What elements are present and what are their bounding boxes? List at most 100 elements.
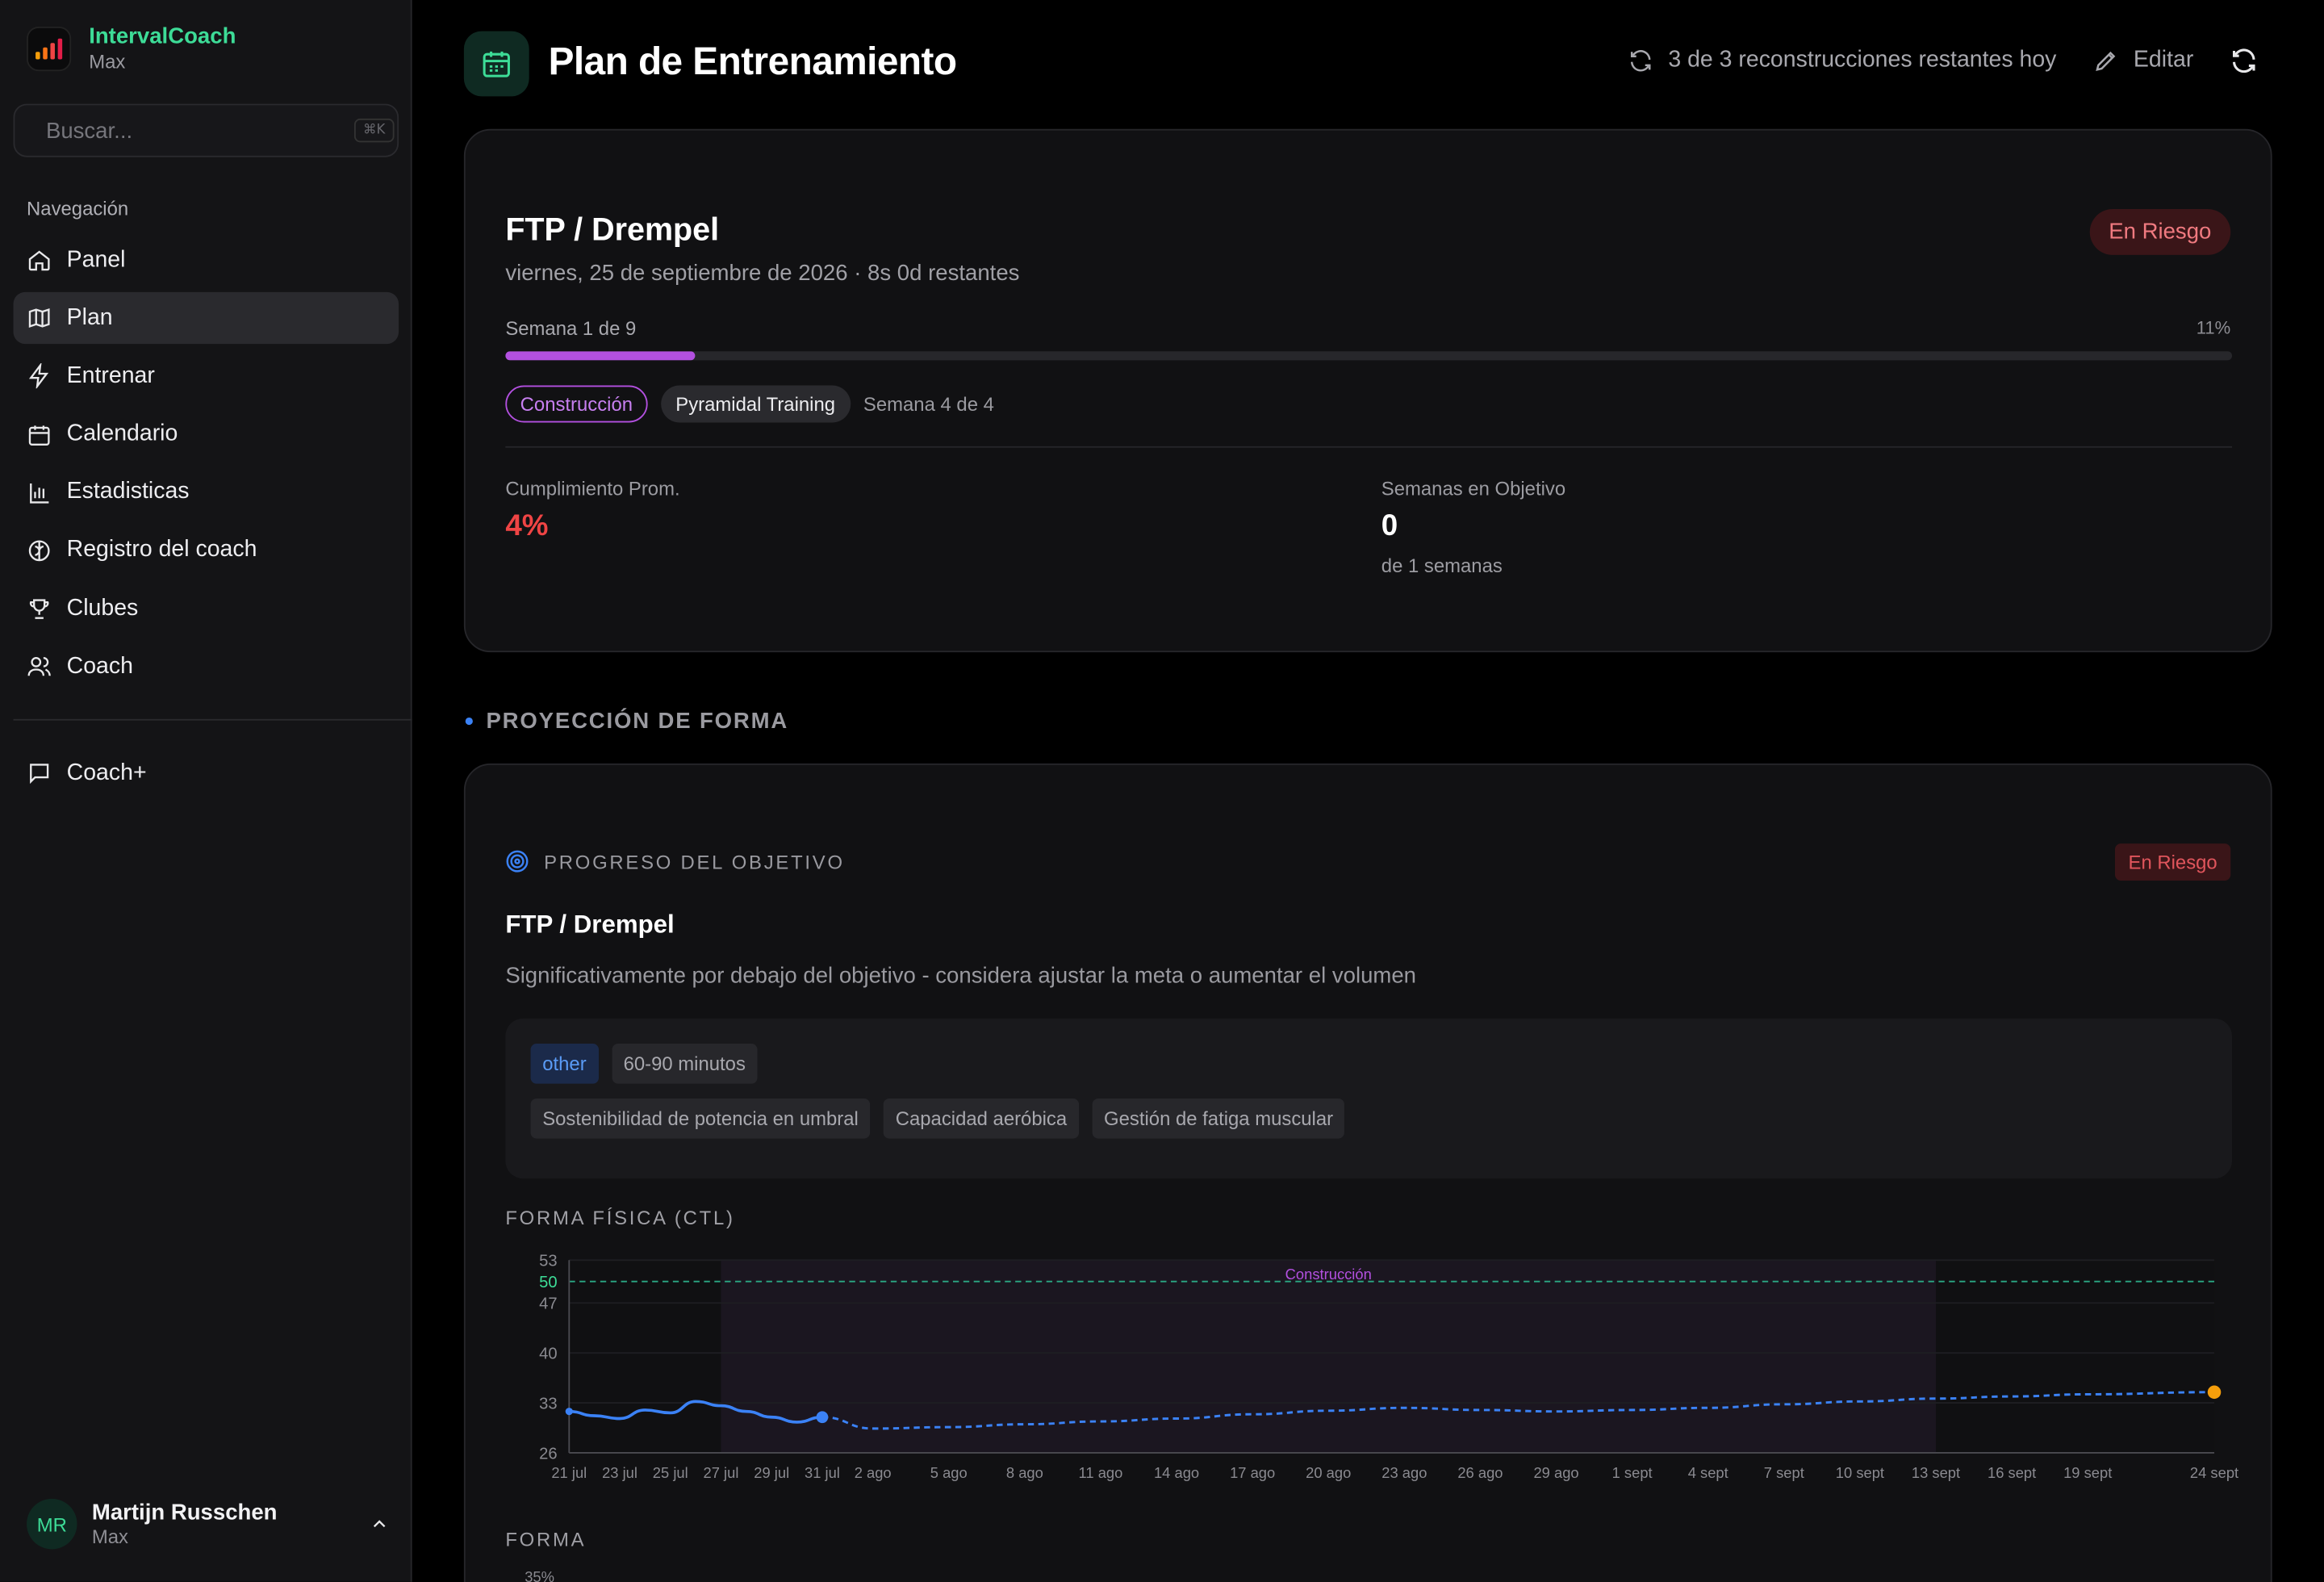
- sidebar-item-calendario[interactable]: Calendario: [14, 408, 399, 460]
- brand[interactable]: IntervalCoach Max: [27, 23, 236, 73]
- sidebar-item-registro[interactable]: Registro del coach: [14, 525, 399, 576]
- x-tick-label: 31 jul: [805, 1464, 840, 1481]
- y-tick-label: 26: [539, 1445, 557, 1463]
- x-tick-label: 4 sept: [1688, 1464, 1728, 1481]
- main-content: Plan de Entrenamiento 3 de 3 reconstrucc…: [413, 0, 2324, 1582]
- x-tick-label: 14 ago: [1154, 1464, 1199, 1481]
- sidebar-item-label: Plan: [66, 304, 113, 331]
- sidebar-item-label: Registro del coach: [66, 537, 257, 563]
- ctl-actual-line: [569, 1400, 822, 1424]
- pencil-icon: [2095, 51, 2115, 72]
- goal-progress-description: Significativamente por debajo del objeti…: [505, 963, 1416, 990]
- card-divider: [505, 446, 2233, 448]
- rebuilds-counter: 3 de 3 reconstrucciones restantes hoy: [1627, 47, 2057, 74]
- tag-chip: Sostenibilidad de potencia en umbral: [530, 1098, 871, 1139]
- x-tick-label: 29 jul: [754, 1464, 789, 1481]
- sidebar-item-label: Estadisticas: [66, 479, 190, 504]
- week-label: Semana 1 de 9: [505, 317, 637, 340]
- brain-icon: [28, 540, 50, 562]
- sidebar-item-estadisticas[interactable]: Estadisticas: [14, 467, 399, 518]
- users-icon: [27, 657, 51, 676]
- x-tick-label: 21 jul: [551, 1464, 587, 1481]
- home-icon: [28, 250, 50, 271]
- rebuilds-text: 3 de 3 reconstrucciones restantes hoy: [1668, 47, 2057, 73]
- chart-title: FORMA FÍSICA (CTL): [505, 1207, 735, 1229]
- trophy-icon: [29, 599, 49, 620]
- x-tick-label: 16 sept: [1988, 1464, 2036, 1481]
- status-badge: En Riesgo: [2089, 208, 2231, 255]
- goal-end-point: [2207, 1385, 2222, 1400]
- search-box[interactable]: ⌘K: [13, 103, 399, 157]
- goal-progress-heading: PROGRESO DEL OBJETIVO: [505, 849, 845, 873]
- forma-title: FORMA: [505, 1528, 587, 1551]
- tag-chip: Capacidad aeróbica: [884, 1098, 1079, 1139]
- workout-type-badge: Pyramidal Training: [660, 385, 851, 423]
- x-tick-label: 23 ago: [1381, 1464, 1427, 1481]
- x-tick-label: 5 ago: [930, 1464, 968, 1481]
- goal-progress-title: FTP / Drempel: [505, 910, 675, 939]
- user-menu[interactable]: MR Martijn Russchen Max: [27, 1498, 390, 1550]
- sidebar-item-entrenar[interactable]: Entrenar: [14, 350, 399, 402]
- today-point: [816, 1411, 829, 1424]
- chevron-up-icon[interactable]: [369, 1513, 390, 1534]
- stat-sub: de 1 semanas: [1381, 554, 1503, 577]
- x-tick-label: 7 sept: [1764, 1464, 1804, 1481]
- sidebar: IntervalCoach Max ⌘K Navegación Panel Pl…: [0, 0, 412, 1582]
- header-actions: 3 de 3 reconstrucciones restantes hoy Ed…: [1627, 46, 2259, 76]
- ctl-projected-line: [821, 1391, 2215, 1430]
- search-input[interactable]: [45, 118, 341, 144]
- logo-icon: [27, 27, 72, 72]
- x-tick-label: 13 sept: [1912, 1464, 1960, 1481]
- start-point: [565, 1408, 573, 1416]
- goal-title: FTP / Drempel: [505, 211, 720, 248]
- progress-bar: [505, 351, 2233, 361]
- y-tick-label: 53: [539, 1253, 557, 1270]
- phase-band-label: Construcción: [1285, 1266, 1372, 1283]
- sidebar-item-label: Clubes: [66, 595, 139, 621]
- tag-chip: Gestión de fatiga muscular: [1092, 1098, 1345, 1139]
- rebuild-button[interactable]: [2229, 46, 2259, 76]
- compliance-stat: Cumplimiento Prom. 4%: [505, 477, 679, 544]
- phase-tags: Construcción Pyramidal Training Semana 4…: [505, 385, 994, 423]
- section-title: PROYECCIÓN DE FORMA: [486, 708, 789, 734]
- x-tick-label: 27 jul: [704, 1464, 739, 1481]
- calendar-icon: [463, 31, 529, 97]
- target-icon: [506, 850, 529, 873]
- x-tick-label: 24 sept: [2190, 1464, 2238, 1481]
- x-tick-label: 11 ago: [1079, 1464, 1123, 1481]
- x-tick-label: 25 jul: [653, 1464, 688, 1481]
- x-tick-label: 8 ago: [1006, 1464, 1043, 1481]
- app-tier: Max: [89, 50, 126, 73]
- x-tick-label: 26 ago: [1457, 1464, 1503, 1481]
- sidebar-item-plan[interactable]: Plan: [13, 292, 399, 345]
- heading-text: PROGRESO DEL OBJETIVO: [544, 850, 845, 873]
- message-icon: [30, 764, 49, 785]
- avatar: MR: [27, 1498, 77, 1550]
- sidebar-item-panel[interactable]: Panel: [14, 234, 399, 286]
- status-badge: En Riesgo: [2114, 843, 2231, 881]
- stat-value: 4%: [505, 509, 549, 543]
- sidebar-item-coach[interactable]: Coach: [14, 641, 399, 693]
- sidebar-item-label: Coach+: [66, 760, 147, 785]
- bar-chart-icon: [30, 483, 49, 504]
- search-shortcut: ⌘K: [353, 118, 395, 143]
- stat-label: Semanas en Objetivo: [1381, 477, 1566, 500]
- phase-band: [721, 1260, 1937, 1453]
- app-name: IntervalCoach: [89, 23, 236, 49]
- sidebar-item-coach-plus[interactable]: Coach+: [14, 747, 399, 799]
- main-nav: Panel Plan Entrenar Calendario Estadisti…: [13, 234, 399, 699]
- forma-tick: 35%: [525, 1570, 554, 1582]
- y-tick-label: 33: [539, 1395, 557, 1412]
- tag-chip: other: [530, 1044, 599, 1084]
- sidebar-item-clubes[interactable]: Clubes: [14, 583, 399, 634]
- sidebar-item-label: Coach: [66, 653, 133, 679]
- calendar-icon: [28, 425, 50, 446]
- edit-button[interactable]: Editar: [2092, 48, 2193, 74]
- page-title: Plan de Entrenamiento: [548, 38, 957, 83]
- refresh-icon: [1630, 50, 1650, 72]
- y-tick-label: 47: [539, 1295, 557, 1313]
- x-tick-label: 19 sept: [2063, 1464, 2112, 1481]
- progress-percent: 11%: [2196, 317, 2231, 338]
- phase-badge: Construcción: [505, 385, 648, 423]
